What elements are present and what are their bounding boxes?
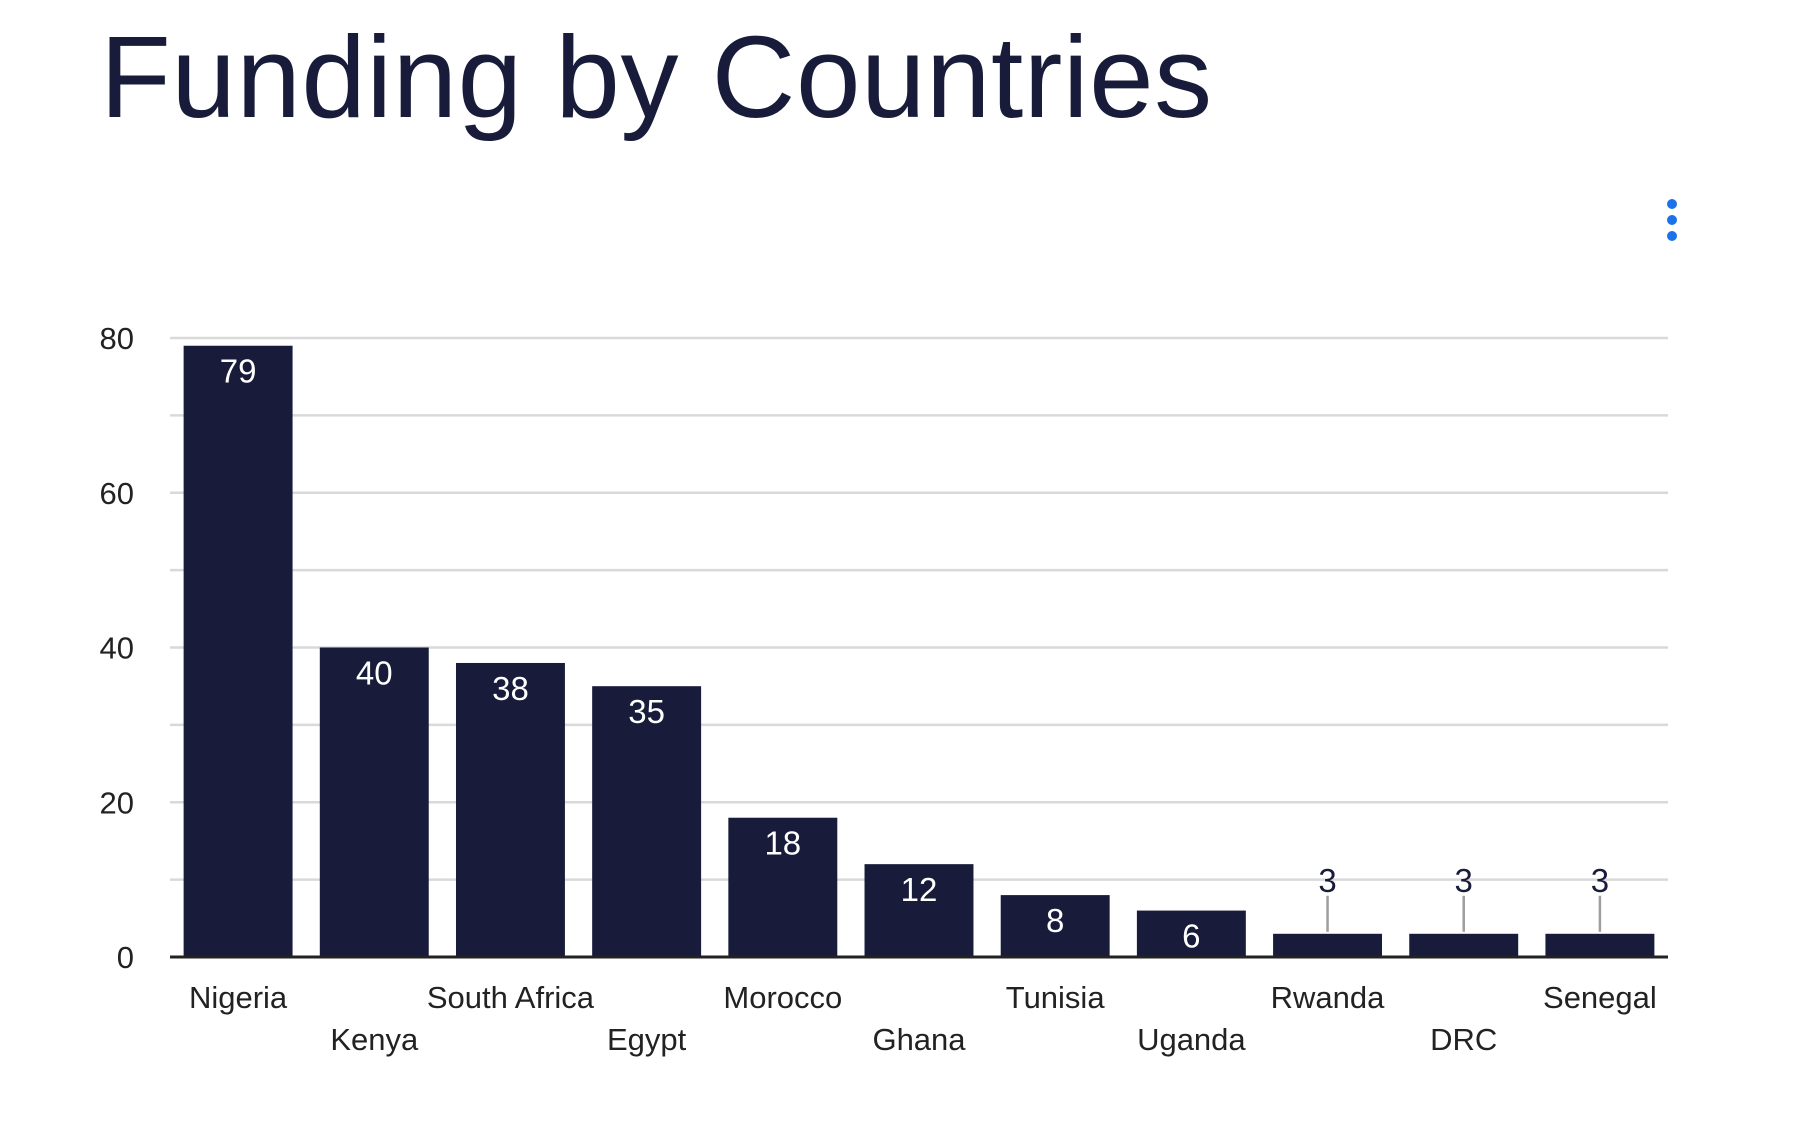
bar bbox=[864, 864, 974, 957]
more-vert-icon bbox=[1667, 199, 1677, 209]
bar bbox=[1136, 910, 1246, 957]
bar bbox=[592, 686, 702, 957]
x-tick-label: Tunisia bbox=[1006, 980, 1106, 1015]
bar bbox=[1000, 895, 1110, 957]
more-vert-icon-dot bbox=[1667, 231, 1677, 241]
x-tick-label: South Africa bbox=[427, 980, 595, 1015]
x-tick-label: Ghana bbox=[872, 1022, 966, 1057]
bar bbox=[1273, 933, 1383, 957]
bar bbox=[319, 647, 429, 957]
x-tick-label: Senegal bbox=[1543, 980, 1657, 1015]
more-vert-icon-dot bbox=[1667, 215, 1677, 225]
y-tick-label: 60 bbox=[100, 476, 134, 511]
data-label: 8 bbox=[1046, 902, 1064, 939]
x-tick-label: Egypt bbox=[607, 1022, 687, 1057]
more-options-button[interactable] bbox=[1654, 190, 1690, 250]
x-tick-label: DRC bbox=[1430, 1022, 1497, 1057]
chart-title: Funding by Countries bbox=[100, 12, 1213, 142]
data-label: 3 bbox=[1455, 862, 1473, 899]
data-label: 79 bbox=[220, 353, 257, 390]
bar bbox=[1409, 933, 1519, 957]
x-tick-label: Kenya bbox=[330, 1022, 419, 1057]
x-tick-label: Uganda bbox=[1137, 1022, 1246, 1057]
data-label: 3 bbox=[1318, 862, 1336, 899]
data-label: 6 bbox=[1182, 918, 1200, 955]
y-tick-label: 80 bbox=[100, 321, 134, 356]
bar bbox=[183, 345, 293, 957]
bar bbox=[1545, 933, 1655, 957]
data-label: 3 bbox=[1591, 862, 1609, 899]
bar bbox=[455, 662, 565, 957]
bar bbox=[728, 817, 838, 957]
x-tick-label: Nigeria bbox=[189, 980, 288, 1015]
data-label: 35 bbox=[628, 693, 665, 730]
x-tick-label: Morocco bbox=[723, 980, 842, 1015]
data-label: 18 bbox=[764, 825, 801, 862]
data-label: 38 bbox=[492, 670, 529, 707]
y-tick-label: 0 bbox=[117, 940, 134, 975]
data-label: 12 bbox=[901, 871, 938, 908]
y-tick-label: 20 bbox=[100, 785, 134, 820]
y-tick-label: 40 bbox=[100, 631, 134, 666]
data-label: 40 bbox=[356, 655, 393, 692]
x-tick-label: Rwanda bbox=[1271, 980, 1385, 1015]
